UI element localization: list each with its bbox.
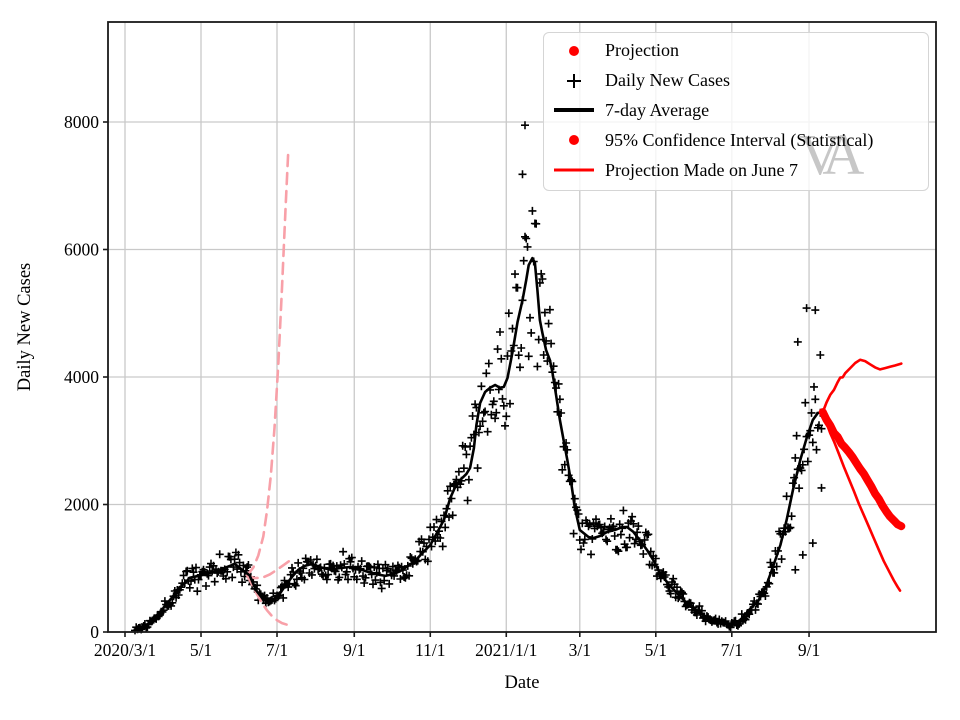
legend-label: Projection Made on June 7 xyxy=(605,159,798,180)
legend-item-projection: Projection xyxy=(543,37,927,65)
projection-made-on-june-7-upper- xyxy=(245,151,290,577)
legend-item-projection-made-on-june-7: Projection Made on June 7 xyxy=(543,156,927,184)
x-axis-label: Date xyxy=(505,673,540,693)
legend-item-7-day-average: 7-day Average xyxy=(543,96,927,124)
projection-made-on-june-7-lower- xyxy=(245,573,289,627)
legend-label: 95% Confidence Interval (Statistical) xyxy=(605,129,874,150)
daily-new-cases-scatter xyxy=(131,121,826,635)
legend-item-95-confidence-interval-statist: 95% Confidence Interval (Statistical) xyxy=(543,126,927,154)
x-tick-label: 2021/1/1 xyxy=(475,640,537,660)
x-tick-label: 5/1 xyxy=(645,640,667,660)
x-tick-label: 3/1 xyxy=(569,640,591,660)
legend: Projection Daily New Cases 7-day Average 95… xyxy=(543,32,927,189)
x-tick-label: 2020/3/1 xyxy=(94,640,156,660)
legend-dot-icon xyxy=(543,131,605,149)
x-tick-label: 7/1 xyxy=(266,640,288,660)
x-tick-label: 9/1 xyxy=(798,640,820,660)
95-confidence-interval-upper xyxy=(821,358,903,414)
legend-background xyxy=(543,32,929,191)
projection-made-on-june-7-median- xyxy=(245,558,293,580)
legend-dot-icon xyxy=(543,42,605,60)
legend-label: Projection xyxy=(605,40,679,61)
y-tick-label: 0 xyxy=(90,622,99,642)
7-day-average xyxy=(141,256,825,630)
ticks: 2020/3/1 5/1 7/1 9/1 11/1 2021/1/1 3/1 5/1 7/1 9/… xyxy=(64,112,820,660)
x-tick-label: 11/1 xyxy=(415,640,445,660)
plot-border xyxy=(107,21,937,633)
x-tick-label: 7/1 xyxy=(721,640,743,660)
projection xyxy=(818,408,906,531)
95-confidence-interval-lower xyxy=(821,410,902,592)
y-tick-label: 2000 xyxy=(64,495,99,515)
y-axis-label: Daily New Cases xyxy=(15,263,35,391)
legend-line-icon xyxy=(543,161,605,179)
x-tick-label: 5/1 xyxy=(190,640,212,660)
x-tick-label: 9/1 xyxy=(343,640,365,660)
y-tick-label: 8000 xyxy=(64,112,99,132)
y-tick-label: 4000 xyxy=(64,367,99,387)
legend-plus-icon xyxy=(543,72,605,90)
legend-label: Daily New Cases xyxy=(605,70,730,91)
legend-item-daily-new-cases: Daily New Cases xyxy=(543,67,927,95)
legend-line-icon xyxy=(543,101,605,119)
y-tick-label: 6000 xyxy=(64,240,99,260)
legend-label: 7-day Average xyxy=(605,99,710,120)
